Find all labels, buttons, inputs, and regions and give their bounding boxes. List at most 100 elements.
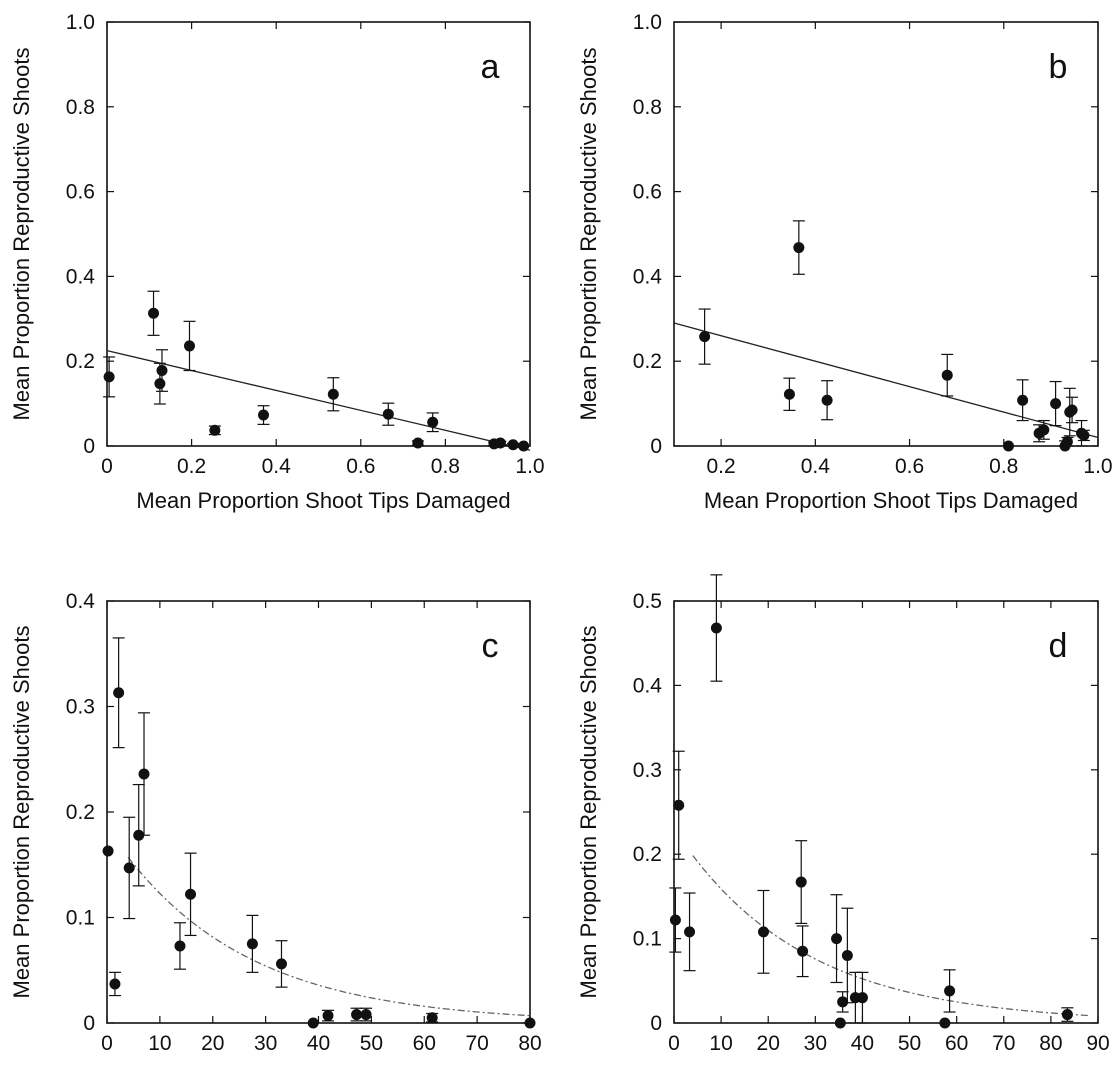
x-tick-label: 40	[851, 1032, 874, 1055]
x-axis-title: Mean Weevils per Minute	[200, 1065, 448, 1067]
x-tick-label: 80	[518, 1032, 541, 1055]
y-axis-title: Mean Proportion Reproductive Shoots	[9, 48, 34, 421]
data-point	[795, 876, 807, 888]
fit-line	[106, 349, 531, 451]
data-point	[494, 437, 506, 449]
data-point	[1050, 398, 1062, 410]
x-tick-label: 80	[1039, 1032, 1062, 1055]
data-point	[783, 388, 795, 400]
x-axis-title: Mean Proportion Shoot Tips Damaged	[704, 488, 1078, 513]
data-point	[113, 687, 125, 699]
y-tick-label: 0.6	[66, 181, 95, 204]
y-tick-label: 0.8	[633, 96, 662, 119]
fit-line	[673, 322, 1099, 439]
data-point	[412, 437, 424, 449]
y-tick-label: 0	[83, 1012, 95, 1035]
plot-frame	[673, 600, 1099, 1024]
x-tick-label: 90	[1086, 1032, 1109, 1055]
data-point	[209, 424, 221, 436]
x-tick-label: 0	[101, 1032, 113, 1055]
data-point	[275, 958, 287, 970]
y-tick-label: 0	[83, 435, 95, 458]
y-tick-label: 0.3	[633, 759, 662, 782]
x-tick-label: 60	[413, 1032, 436, 1055]
data-point	[524, 1017, 536, 1029]
y-tick-label: 0.2	[633, 350, 662, 373]
y-axis-title: Mean Proportion Reproductive Shoots	[576, 626, 601, 999]
x-tick-label: 50	[360, 1032, 383, 1055]
x-tick-label: 0.8	[431, 455, 460, 478]
data-point	[138, 768, 150, 780]
data-point	[246, 938, 258, 950]
y-axis-title: Mean Proportion Reproductive Shoots	[9, 626, 34, 999]
data-point	[1061, 1009, 1073, 1021]
y-tick-label: 1.0	[633, 11, 662, 34]
data-point	[793, 242, 805, 254]
data-point	[322, 1010, 334, 1022]
data-point	[148, 307, 160, 319]
x-tick-label: 20	[201, 1032, 224, 1055]
data-point	[1038, 424, 1050, 436]
data-point	[684, 926, 696, 938]
y-tick-label: 0.6	[633, 181, 662, 204]
panel-label: d	[1049, 627, 1068, 665]
data-point	[1017, 394, 1029, 406]
data-point	[941, 369, 953, 381]
y-tick-label: 0.4	[633, 265, 663, 288]
data-point	[382, 408, 394, 420]
y-tick-label: 0.8	[66, 96, 95, 119]
data-point	[1078, 429, 1090, 441]
x-tick-label: 0	[668, 1032, 680, 1055]
data-point	[699, 331, 711, 343]
data-point	[837, 996, 849, 1008]
x-axis-title: Mean Proportion Shoot Tips Damaged	[136, 488, 510, 513]
data-point	[710, 622, 722, 634]
x-tick-label: 0.6	[346, 455, 375, 478]
x-tick-label: 0	[101, 455, 113, 478]
data-point	[1066, 404, 1078, 416]
data-point	[834, 1017, 846, 1029]
data-point	[831, 933, 843, 945]
y-tick-label: 0.2	[66, 801, 95, 824]
y-tick-label: 0.4	[66, 590, 96, 613]
panel-d: 0 10 20 30 40 50 60 70 80 90 0 0.1 0.2 0.3 0.4 0.5 Mean …	[576, 574, 1110, 1067]
y-tick-label: 0.3	[66, 696, 95, 719]
x-tick-label: 1.0	[515, 455, 544, 478]
x-tick-label: 0.4	[801, 455, 831, 478]
data-point	[123, 862, 135, 874]
plot-frame	[106, 21, 531, 447]
y-tick-label: 0	[650, 1012, 662, 1035]
x-tick-label: 1.0	[1083, 455, 1112, 478]
x-tick-label: 0.2	[177, 455, 206, 478]
data-point	[1061, 436, 1073, 448]
x-tick-label: 30	[804, 1032, 827, 1055]
data-point	[174, 940, 186, 952]
plot-frame	[106, 600, 531, 1024]
x-tick-label: 0.6	[895, 455, 924, 478]
data-point	[109, 978, 121, 990]
y-axis-title: Mean Proportion Reproductive Shoots	[576, 48, 601, 421]
data-point	[154, 378, 166, 390]
x-tick-label: 20	[757, 1032, 780, 1055]
x-tick-label: 30	[254, 1032, 277, 1055]
data-point	[351, 1009, 363, 1021]
data-point	[427, 416, 439, 428]
y-tick-label: 0.2	[66, 350, 95, 373]
data-point	[856, 992, 868, 1004]
data-point	[673, 799, 685, 811]
data-point	[821, 394, 833, 406]
y-tick-label: 1.0	[66, 11, 95, 34]
x-tick-label: 0.2	[707, 455, 736, 478]
data-point	[841, 949, 853, 961]
data-point	[944, 985, 956, 997]
x-tick-label: 0.8	[989, 455, 1018, 478]
data-point	[426, 1012, 438, 1024]
x-tick-label: 60	[945, 1032, 968, 1055]
panel-label: c	[482, 627, 499, 665]
y-tick-label: 0.1	[66, 907, 95, 930]
data-point	[758, 926, 770, 938]
data-point	[327, 388, 339, 400]
